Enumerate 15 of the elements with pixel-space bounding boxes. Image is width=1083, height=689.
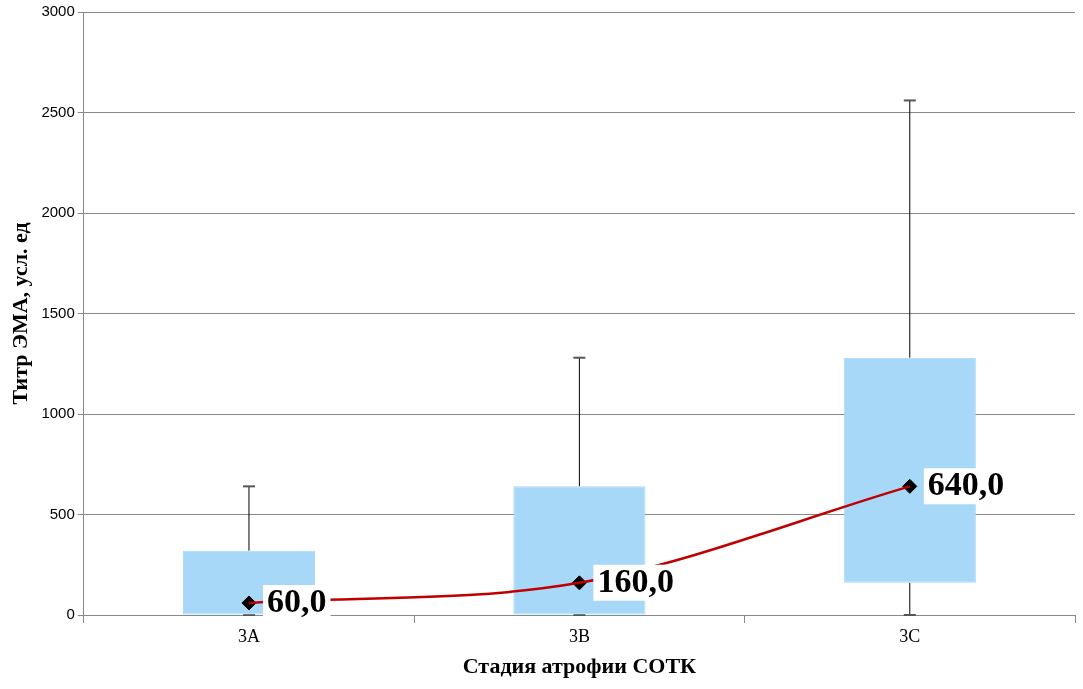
x-axis-title: Стадия атрофии СОТК [462, 653, 697, 679]
x-tick-label: 3C [899, 625, 921, 646]
y-tick-label: 0 [66, 605, 75, 623]
text: 60,0 [266, 581, 327, 619]
x-tick-label: 3A [237, 625, 260, 646]
y-tick-label: 2500 [41, 102, 75, 120]
text: 160,0 [597, 561, 674, 599]
y-tick-label: 2000 [41, 203, 75, 221]
y-tick-label: 1000 [41, 404, 75, 422]
y-axis-title: Титр ЭМА, усл. ед [6, 222, 32, 405]
y-tick-label: 1500 [41, 303, 75, 321]
y-tick-label: 500 [49, 504, 75, 522]
x-tick-label: 3B [568, 625, 590, 646]
text: 640,0 [927, 465, 1005, 503]
y-tick-label: 3000 [41, 2, 75, 20]
